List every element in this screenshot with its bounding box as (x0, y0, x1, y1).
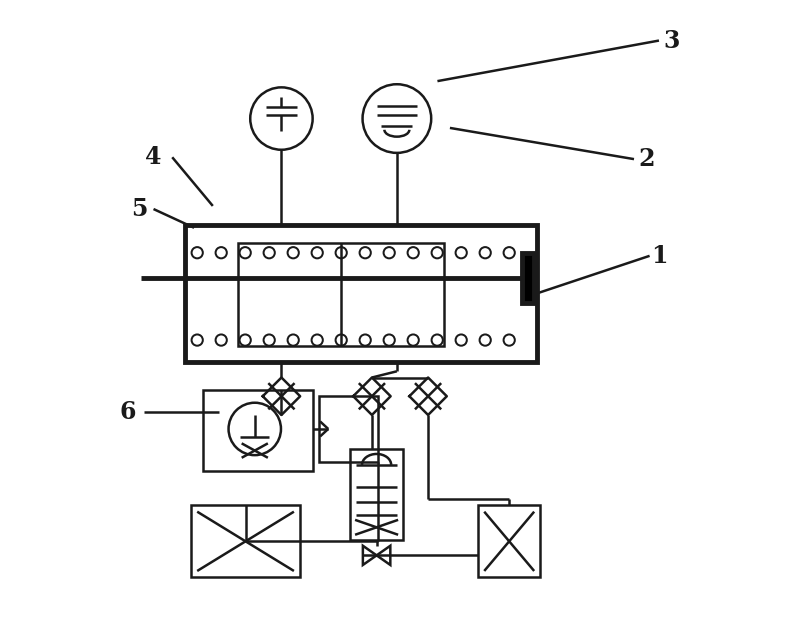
Text: 5: 5 (132, 197, 148, 221)
Circle shape (335, 334, 347, 346)
Bar (203, 390, 313, 471)
Circle shape (263, 334, 275, 346)
Bar (191, 505, 300, 577)
Text: 2: 2 (638, 147, 654, 171)
Circle shape (287, 247, 299, 258)
Bar (185, 225, 538, 362)
Circle shape (215, 247, 227, 258)
Circle shape (503, 334, 515, 346)
Text: 3: 3 (663, 29, 680, 52)
Circle shape (263, 247, 275, 258)
Circle shape (503, 247, 515, 258)
Text: 1: 1 (650, 244, 667, 268)
Circle shape (479, 247, 491, 258)
Circle shape (311, 247, 323, 258)
Text: 4: 4 (146, 145, 162, 169)
Circle shape (383, 334, 395, 346)
Circle shape (215, 334, 227, 346)
Circle shape (335, 247, 347, 258)
Bar (522, 253, 534, 303)
Circle shape (359, 247, 371, 258)
Bar (319, 396, 378, 462)
Circle shape (191, 334, 203, 346)
Circle shape (383, 247, 395, 258)
Circle shape (455, 334, 467, 346)
Bar (478, 505, 541, 577)
Circle shape (431, 247, 443, 258)
Circle shape (455, 247, 467, 258)
Circle shape (479, 334, 491, 346)
Circle shape (239, 334, 251, 346)
Circle shape (407, 334, 419, 346)
Bar (238, 243, 444, 346)
Circle shape (250, 87, 313, 150)
Circle shape (311, 334, 323, 346)
Circle shape (287, 334, 299, 346)
Circle shape (191, 247, 203, 258)
Circle shape (431, 334, 443, 346)
Circle shape (407, 247, 419, 258)
Circle shape (362, 84, 431, 153)
Circle shape (359, 334, 371, 346)
Circle shape (229, 402, 281, 455)
Circle shape (239, 247, 251, 258)
Text: 6: 6 (119, 400, 135, 424)
Bar (350, 449, 403, 540)
